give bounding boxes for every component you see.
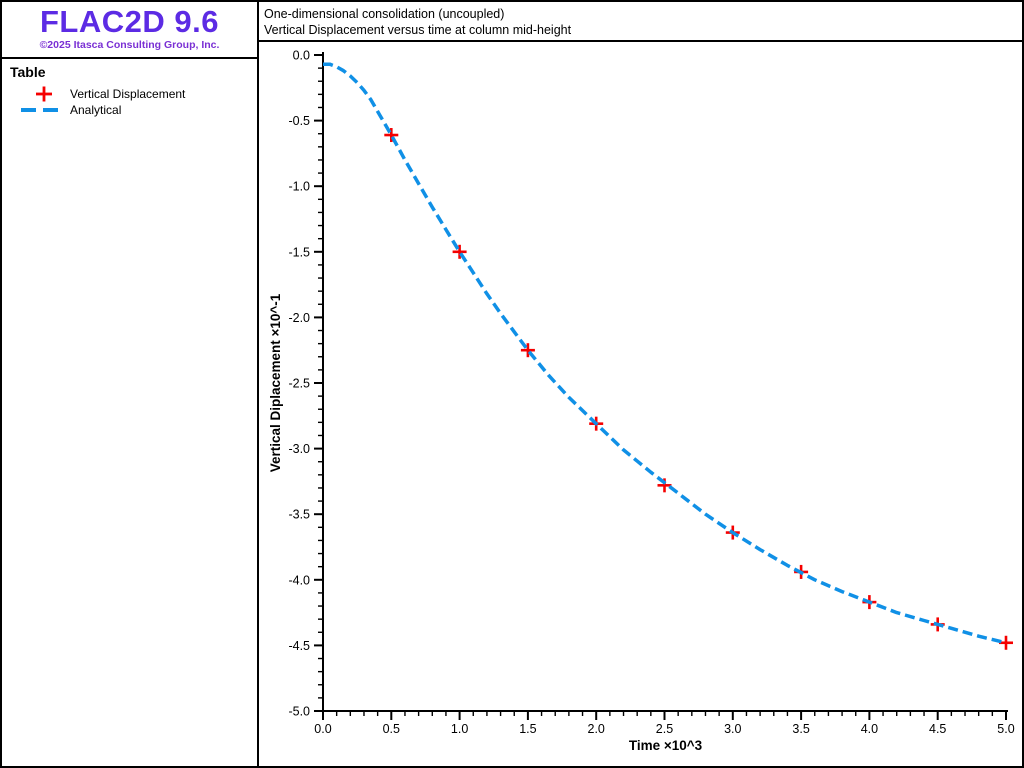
legend-panel: Table Vertical Displacement Analytical <box>2 59 257 118</box>
svg-text:-2.0: -2.0 <box>288 311 310 325</box>
data-point-markers <box>384 128 1013 650</box>
app-logo: FLAC2D 9.6 <box>40 4 219 39</box>
svg-text:0.0: 0.0 <box>293 49 310 63</box>
svg-text:-0.5: -0.5 <box>288 114 310 128</box>
svg-text:-5.0: -5.0 <box>288 705 310 719</box>
svg-text:4.0: 4.0 <box>861 722 878 736</box>
svg-text:-1.0: -1.0 <box>288 180 310 194</box>
svg-text:-4.0: -4.0 <box>288 573 310 587</box>
plot-canvas[interactable]: 0.0 0.5 1.0 1.5 2.0 2.5 3.0 3.5 4.0 4.5 5.0 0.0 -0.5… <box>259 42 1022 766</box>
legend-item-analytical[interactable]: Analytical <box>10 102 253 118</box>
copyright-text: ©2025 Itasca Consulting Group, Inc. <box>39 39 220 51</box>
analytical-curve <box>323 62 1007 645</box>
svg-text:3.5: 3.5 <box>792 722 809 736</box>
y-axis-title: Vertical Diplacement ×10^-1 <box>268 293 283 472</box>
svg-text:0.5: 0.5 <box>383 722 400 736</box>
legend-item-label: Vertical Displacement <box>70 87 186 101</box>
svg-text:-1.5: -1.5 <box>288 245 310 259</box>
plot-title-box: One-dimensional consolidation (uncoupled… <box>259 2 1022 42</box>
x-axis-title: Time ×10^3 <box>629 738 703 753</box>
legend-section-title[interactable]: Table <box>10 64 46 80</box>
svg-text:5.0: 5.0 <box>997 722 1014 736</box>
plot-title-line2: Vertical Displacement versus time at col… <box>264 23 572 37</box>
chart-svg: 0.0 0.5 1.0 1.5 2.0 2.5 3.0 3.5 4.0 4.5 5.0 0.0 -0.5… <box>268 49 1015 754</box>
svg-text:-4.5: -4.5 <box>288 639 310 653</box>
svg-text:1.5: 1.5 <box>519 722 536 736</box>
sidebar: FLAC2D 9.6 ©2025 Itasca Consulting Group… <box>2 2 259 766</box>
plot-title-line1: One-dimensional consolidation (uncoupled… <box>264 7 505 21</box>
x-axis: 0.0 0.5 1.0 1.5 2.0 2.5 3.0 3.5 4.0 4.5 5.0 <box>314 710 1015 736</box>
svg-text:4.5: 4.5 <box>929 722 946 736</box>
main-area: One-dimensional consolidation (uncoupled… <box>259 2 1022 766</box>
svg-text:0.0: 0.0 <box>314 722 331 736</box>
legend-item-vertical-displacement[interactable]: Vertical Displacement <box>10 86 253 102</box>
svg-text:3.0: 3.0 <box>724 722 741 736</box>
y-axis: 0.0 -0.5 -1.0 -1.5 -2.0 -2.5 -3.0 -3.5 -4.0 -4.5 -… <box>288 49 324 719</box>
svg-text:-3.5: -3.5 <box>288 508 310 522</box>
logo-block: FLAC2D 9.6 ©2025 Itasca Consulting Group… <box>2 2 257 59</box>
legend-item-label: Analytical <box>70 103 122 117</box>
svg-text:-3.0: -3.0 <box>288 442 310 456</box>
plus-marker-icon <box>20 86 64 102</box>
svg-text:2.5: 2.5 <box>656 722 673 736</box>
dashed-line-icon <box>20 102 64 118</box>
svg-text:-2.5: -2.5 <box>288 377 310 391</box>
svg-text:2.0: 2.0 <box>588 722 605 736</box>
svg-text:1.0: 1.0 <box>451 722 468 736</box>
